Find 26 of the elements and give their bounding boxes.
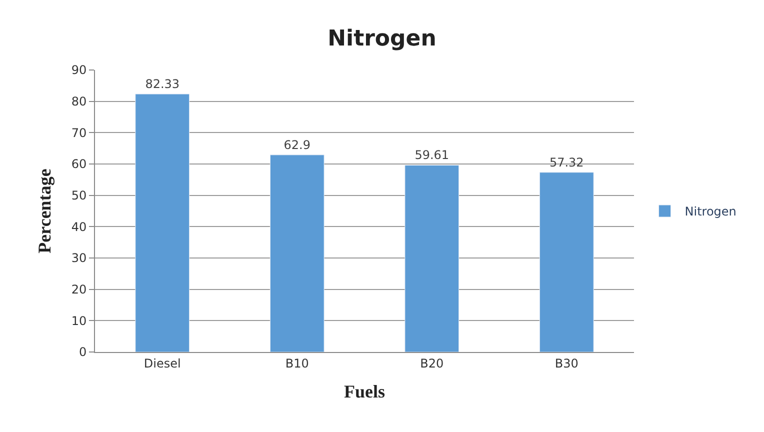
y-tick-label: 80 xyxy=(71,94,87,109)
x-tick-label: B20 xyxy=(420,356,444,370)
bar xyxy=(404,164,460,352)
y-tick-label: 60 xyxy=(71,157,87,172)
data-label: 59.61 xyxy=(414,148,450,162)
y-tick-label: 70 xyxy=(71,126,87,140)
bar xyxy=(539,172,594,352)
data-label: 57.32 xyxy=(549,155,584,170)
y-axis-title: Percentage xyxy=(34,168,55,254)
x-axis-title: Fuels xyxy=(344,382,386,402)
y-tick-label: 50 xyxy=(71,188,87,203)
data-label: 62.9 xyxy=(284,138,310,152)
y-tick-label: 30 xyxy=(71,251,87,266)
bar xyxy=(270,154,324,352)
legend-label: Nitrogen xyxy=(684,204,736,219)
x-tick-label: B30 xyxy=(554,356,578,370)
bar xyxy=(135,94,190,352)
y-tick-label: 40 xyxy=(71,220,87,234)
y-tick-label: 20 xyxy=(71,282,87,297)
y-tick-label: 10 xyxy=(71,314,87,328)
chart-title: Nitrogen xyxy=(328,26,436,52)
y-tick-label: 0 xyxy=(78,345,87,360)
y-tick-label: 90 xyxy=(71,63,87,78)
data-label: 82.33 xyxy=(145,77,180,92)
x-tick-label: Diesel xyxy=(144,356,181,370)
x-tick-label: B10 xyxy=(285,356,309,370)
